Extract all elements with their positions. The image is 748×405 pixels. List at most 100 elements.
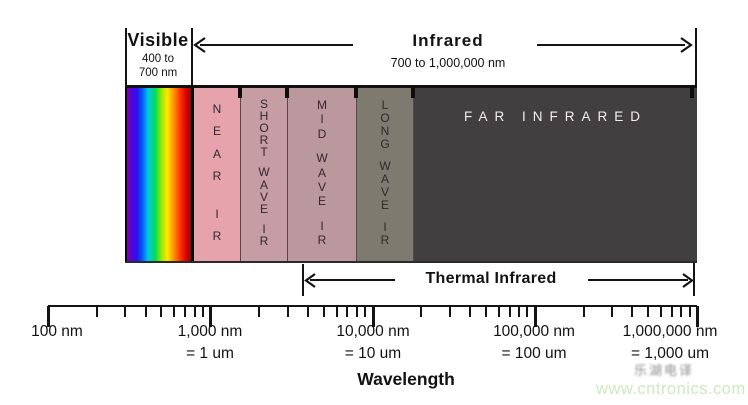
thermal-arrowhead-right-icon xyxy=(681,273,694,288)
band-label-letter: R xyxy=(259,133,269,148)
axis-minor-tick xyxy=(508,306,511,317)
band-label-letter: I xyxy=(320,112,324,127)
thermal-arrowhead-left-icon xyxy=(304,273,317,288)
thermal-left-end-tick xyxy=(302,264,304,296)
band-label-letter: W xyxy=(258,165,270,180)
band-label-letter: N xyxy=(380,123,390,138)
band-label-letter: E xyxy=(380,198,389,213)
axis-minor-tick xyxy=(124,306,127,317)
axis-minor-tick xyxy=(258,306,261,317)
axis-label-1000nm: 1,000 nm xyxy=(177,323,243,340)
band-label-letter: T xyxy=(260,145,268,160)
axis-minor-tick xyxy=(484,306,487,317)
axis-label-100um: = 100 um xyxy=(501,345,567,362)
axis-minor-tick xyxy=(355,306,358,317)
axis-minor-tick xyxy=(420,306,423,317)
band-label-letter: I xyxy=(320,218,324,233)
infrared-title: Infrared xyxy=(412,31,484,50)
band-label-letter: V xyxy=(380,185,389,200)
axis-label-10000nm: 10,000 nm xyxy=(336,323,410,340)
axis-label-10um: = 10 um xyxy=(344,345,402,362)
axis-minor-tick xyxy=(647,306,650,317)
axis-minor-tick xyxy=(469,306,472,317)
wavelength-axis-title: Wavelength xyxy=(357,369,455,389)
arrowhead-right-icon xyxy=(679,37,693,53)
thermal-arrow-line-right xyxy=(588,279,688,281)
band-label-letter: R xyxy=(212,228,222,243)
band-label-letter: L xyxy=(381,97,389,112)
band-label-letter: R xyxy=(212,168,222,183)
visible-range: 400 to 700 nm xyxy=(123,52,193,80)
axis-minor-tick xyxy=(201,306,204,317)
thermal-right-end-tick xyxy=(693,263,695,296)
band-label-letter: S xyxy=(259,97,268,111)
axis-minor-tick xyxy=(582,306,585,317)
visible-range-line1: 400 to xyxy=(142,53,174,65)
band-label-letter: E xyxy=(317,194,326,209)
axis-minor-tick xyxy=(526,306,529,317)
band-boundary-tick xyxy=(354,85,358,98)
band-label-letter: M xyxy=(317,98,327,113)
band-label-letter: R xyxy=(380,233,390,248)
band-label-letter: V xyxy=(259,189,268,204)
axis-major-tick xyxy=(209,306,213,327)
band-label-letter: A xyxy=(259,177,268,192)
band-boundary-tick xyxy=(411,85,415,98)
axis-minor-tick xyxy=(448,306,451,317)
axis-label-100000nm: 100,000 nm xyxy=(493,323,575,340)
axis-minor-tick xyxy=(184,306,187,317)
axis-label-1000um: = 1,000 um xyxy=(631,345,709,362)
band-label-letter: H xyxy=(259,109,269,124)
axis-major-tick xyxy=(371,306,375,327)
watermark-cjk-text: 乐湖电译 xyxy=(634,363,695,378)
band-label-letter: E xyxy=(259,201,268,216)
axis-minor-tick xyxy=(144,306,147,317)
thermal-arrow-line-left xyxy=(310,279,395,281)
axis-minor-tick xyxy=(611,306,614,317)
axis-minor-tick xyxy=(688,306,691,317)
axis-label-1um: = 1 um xyxy=(186,345,234,362)
band-label-letter: A xyxy=(317,165,326,180)
band-boundary-tick xyxy=(690,85,694,98)
visible-box-right-line xyxy=(191,28,193,85)
axis-minor-tick xyxy=(160,306,163,317)
band-boundary-tick xyxy=(238,85,242,98)
axis-minor-tick xyxy=(335,306,338,317)
axis-minor-tick xyxy=(364,306,367,317)
band-boundary-tick xyxy=(285,85,289,98)
band-label-letter: N xyxy=(212,102,222,117)
axis-major-tick xyxy=(47,306,50,327)
band-label-letter: A xyxy=(212,146,221,161)
axis-label-100nm: 100 nm xyxy=(31,323,83,340)
axis-minor-tick xyxy=(497,306,500,317)
infrared-range: 700 to 1,000,000 nm xyxy=(390,56,506,70)
band-label-letter: G xyxy=(380,136,390,151)
infrared-right-boundary-line xyxy=(695,28,697,85)
far-infrared-label: FAR INFRARED xyxy=(463,109,647,124)
band-label-letter: R xyxy=(317,232,327,247)
arrowhead-left-icon xyxy=(193,37,207,53)
axis-major-tick xyxy=(696,306,699,327)
axis-minor-tick xyxy=(660,306,662,317)
band-label-letter: R xyxy=(259,233,269,248)
axis-minor-tick xyxy=(306,306,309,317)
band-label-letter: I xyxy=(215,206,219,221)
axis-minor-tick xyxy=(346,306,349,317)
axis-minor-tick xyxy=(631,306,634,317)
axis-minor-tick xyxy=(95,306,98,317)
band-label-letter: W xyxy=(379,158,391,173)
band-label-letter: D xyxy=(317,126,327,141)
axis-minor-tick xyxy=(173,306,176,317)
band-label-letter: A xyxy=(380,172,389,186)
axis-minor-tick xyxy=(670,306,673,317)
axis-major-tick xyxy=(533,306,537,327)
visible-spectrum-band xyxy=(125,88,194,261)
